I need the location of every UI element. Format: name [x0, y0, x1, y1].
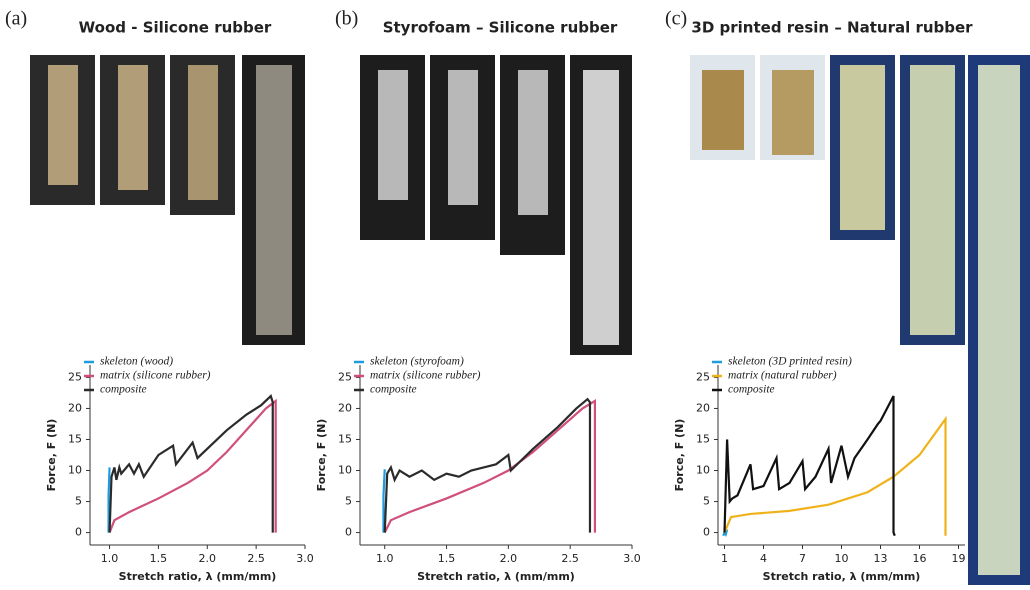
- x-tick-label: 13: [874, 552, 888, 565]
- x-tick-label: 1.0: [101, 552, 119, 565]
- y-tick-label: 0: [703, 526, 710, 539]
- figure: (a)Wood - Silicone rubber05101520251.01.…: [0, 0, 1030, 590]
- x-tick-label: 4: [760, 552, 767, 565]
- y-tick-label: 15: [696, 432, 710, 445]
- x-tick-label: 1: [721, 552, 728, 565]
- series-line: [385, 399, 590, 532]
- y-axis-label: Force, F (N): [45, 419, 58, 492]
- legend-label: composite: [370, 384, 417, 396]
- y-tick-label: 10: [338, 464, 352, 477]
- legend-label: composite: [728, 384, 775, 396]
- x-tick-label: 7: [799, 552, 806, 565]
- legend-label: matrix (silicone rubber): [370, 370, 481, 382]
- chart-title: Styrofoam – Silicone rubber: [383, 19, 618, 37]
- series-line: [110, 396, 273, 533]
- y-tick-label: 5: [345, 495, 352, 508]
- y-tick-label: 5: [75, 495, 82, 508]
- x-tick-label: 10: [835, 552, 849, 565]
- x-tick-label: 2.5: [247, 552, 265, 565]
- y-tick-label: 15: [68, 432, 82, 445]
- x-tick-label: 16: [913, 552, 927, 565]
- y-tick-label: 10: [696, 464, 710, 477]
- y-axis-label: Force, F (N): [673, 419, 686, 492]
- y-tick-label: 0: [75, 526, 82, 539]
- y-tick-label: 20: [696, 401, 710, 414]
- series-line: [110, 401, 276, 533]
- x-tick-label: 2.0: [500, 552, 518, 565]
- legend-label: matrix (natural rubber): [728, 370, 837, 382]
- x-axis-label: Stretch ratio, λ (mm/mm): [763, 570, 921, 583]
- y-tick-label: 15: [338, 432, 352, 445]
- legend-label: composite: [100, 384, 147, 396]
- y-tick-label: 5: [703, 495, 710, 508]
- x-tick-label: 1.0: [376, 552, 394, 565]
- y-tick-label: 20: [338, 401, 352, 414]
- x-tick-label: 3.0: [296, 552, 314, 565]
- series-line: [725, 419, 946, 536]
- y-tick-label: 25: [338, 370, 352, 383]
- panel-label: (b): [335, 8, 358, 30]
- x-tick-label: 3.0: [623, 552, 641, 565]
- chart-title: Wood - Silicone rubber: [79, 19, 272, 37]
- x-tick-label: 1.5: [150, 552, 168, 565]
- legend-label: skeleton (3D printed resin): [728, 356, 852, 368]
- legend-label: matrix (silicone rubber): [100, 370, 211, 382]
- x-tick-label: 19: [952, 552, 966, 565]
- x-tick-label: 2.0: [199, 552, 217, 565]
- y-tick-label: 10: [68, 464, 82, 477]
- chart-title: 3D printed resin – Natural rubber: [691, 19, 973, 37]
- photos: [30, 55, 1030, 585]
- y-tick-label: 25: [696, 370, 710, 383]
- x-tick-label: 2.5: [561, 552, 579, 565]
- y-tick-label: 0: [345, 526, 352, 539]
- y-tick-label: 25: [68, 370, 82, 383]
- x-axis-label: Stretch ratio, λ (mm/mm): [119, 570, 277, 583]
- panel-label: (c): [665, 8, 687, 30]
- panel-label: (a): [5, 8, 27, 30]
- legend-label: skeleton (wood): [100, 356, 173, 368]
- y-tick-label: 20: [68, 401, 82, 414]
- x-axis-label: Stretch ratio, λ (mm/mm): [417, 570, 575, 583]
- legend-label: skeleton (styrofoam): [370, 356, 464, 368]
- y-axis-label: Force, F (N): [315, 419, 328, 492]
- x-tick-label: 1.5: [438, 552, 456, 565]
